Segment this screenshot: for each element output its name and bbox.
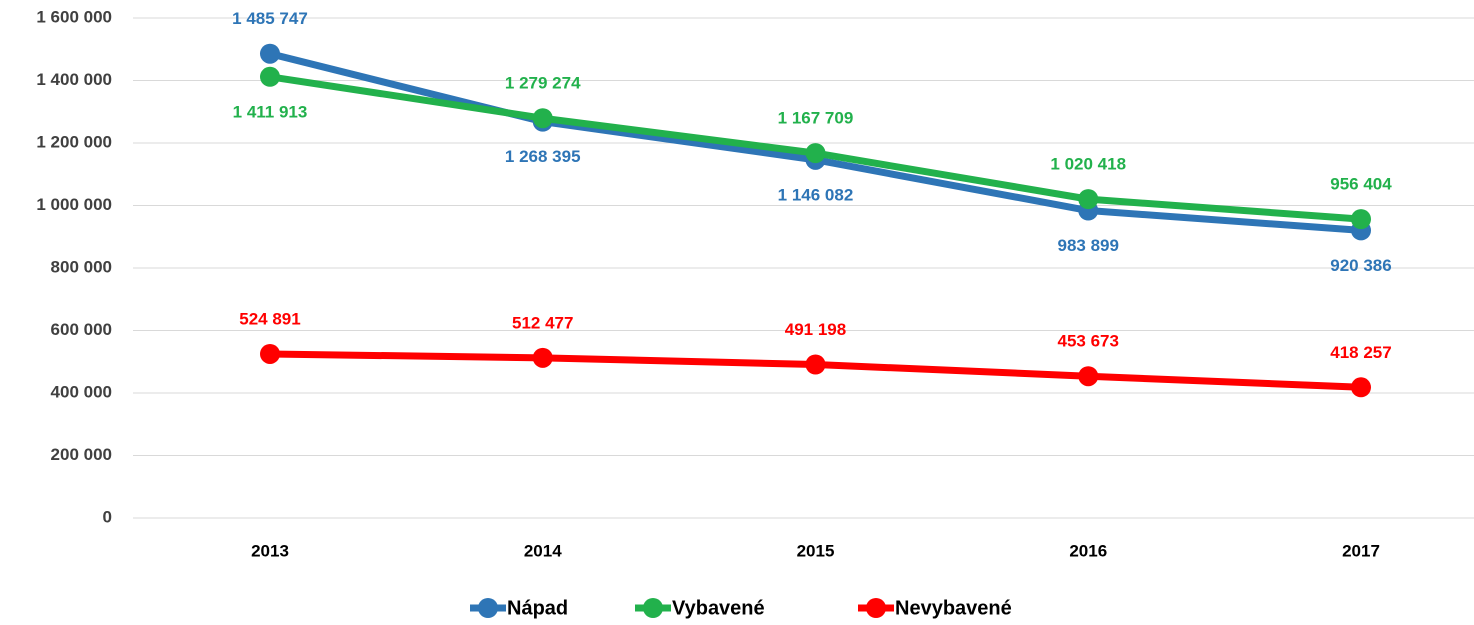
y-tick-label: 0 [103,507,112,526]
data-point [1078,189,1099,210]
data-label: 453 673 [1058,332,1119,351]
data-point [805,354,826,375]
legend-marker [866,598,886,618]
data-point [805,143,826,164]
data-label: 1 146 082 [778,185,854,204]
data-label: 1 268 395 [505,147,581,166]
y-tick-label: 800 000 [51,257,112,276]
data-point [1078,366,1099,387]
data-point [532,347,553,368]
y-tick-label: 200 000 [51,445,112,464]
data-point [260,66,280,87]
legend-label: Vybavené [672,597,765,619]
legend-label: Nevybavené [895,597,1012,619]
y-tick-label: 1 600 000 [36,7,112,26]
x-tick-label: 2017 [1342,541,1380,560]
data-label: 983 899 [1058,236,1119,255]
data-label: 920 386 [1330,256,1391,275]
data-label: 1 279 274 [505,74,581,93]
y-tick-label: 1 200 000 [36,132,112,151]
y-tick-label: 400 000 [51,382,112,401]
x-tick-label: 2016 [1069,541,1107,560]
data-label: 1 167 709 [778,109,854,128]
legend-marker [478,598,498,618]
data-label: 1 020 418 [1050,155,1126,174]
y-tick-label: 1 000 000 [36,195,112,214]
data-point [1351,377,1371,398]
data-label: 512 477 [512,313,573,332]
data-label: 491 198 [785,320,846,339]
data-point [260,43,280,64]
x-tick-label: 2013 [251,541,289,560]
x-tick-label: 2015 [797,541,835,560]
data-label: 418 257 [1330,343,1391,362]
data-point [260,343,280,364]
data-point [1351,209,1371,230]
legend-label: Nápad [507,597,568,619]
data-label: 956 404 [1330,175,1392,194]
data-label: 1 485 747 [232,9,308,28]
y-tick-label: 1 400 000 [36,70,112,89]
y-tick-label: 600 000 [51,320,112,339]
data-label: 1 411 913 [233,102,308,121]
x-tick-label: 2014 [524,541,562,560]
data-point [532,108,553,129]
data-label: 524 891 [239,309,300,328]
legend-marker [643,598,663,618]
